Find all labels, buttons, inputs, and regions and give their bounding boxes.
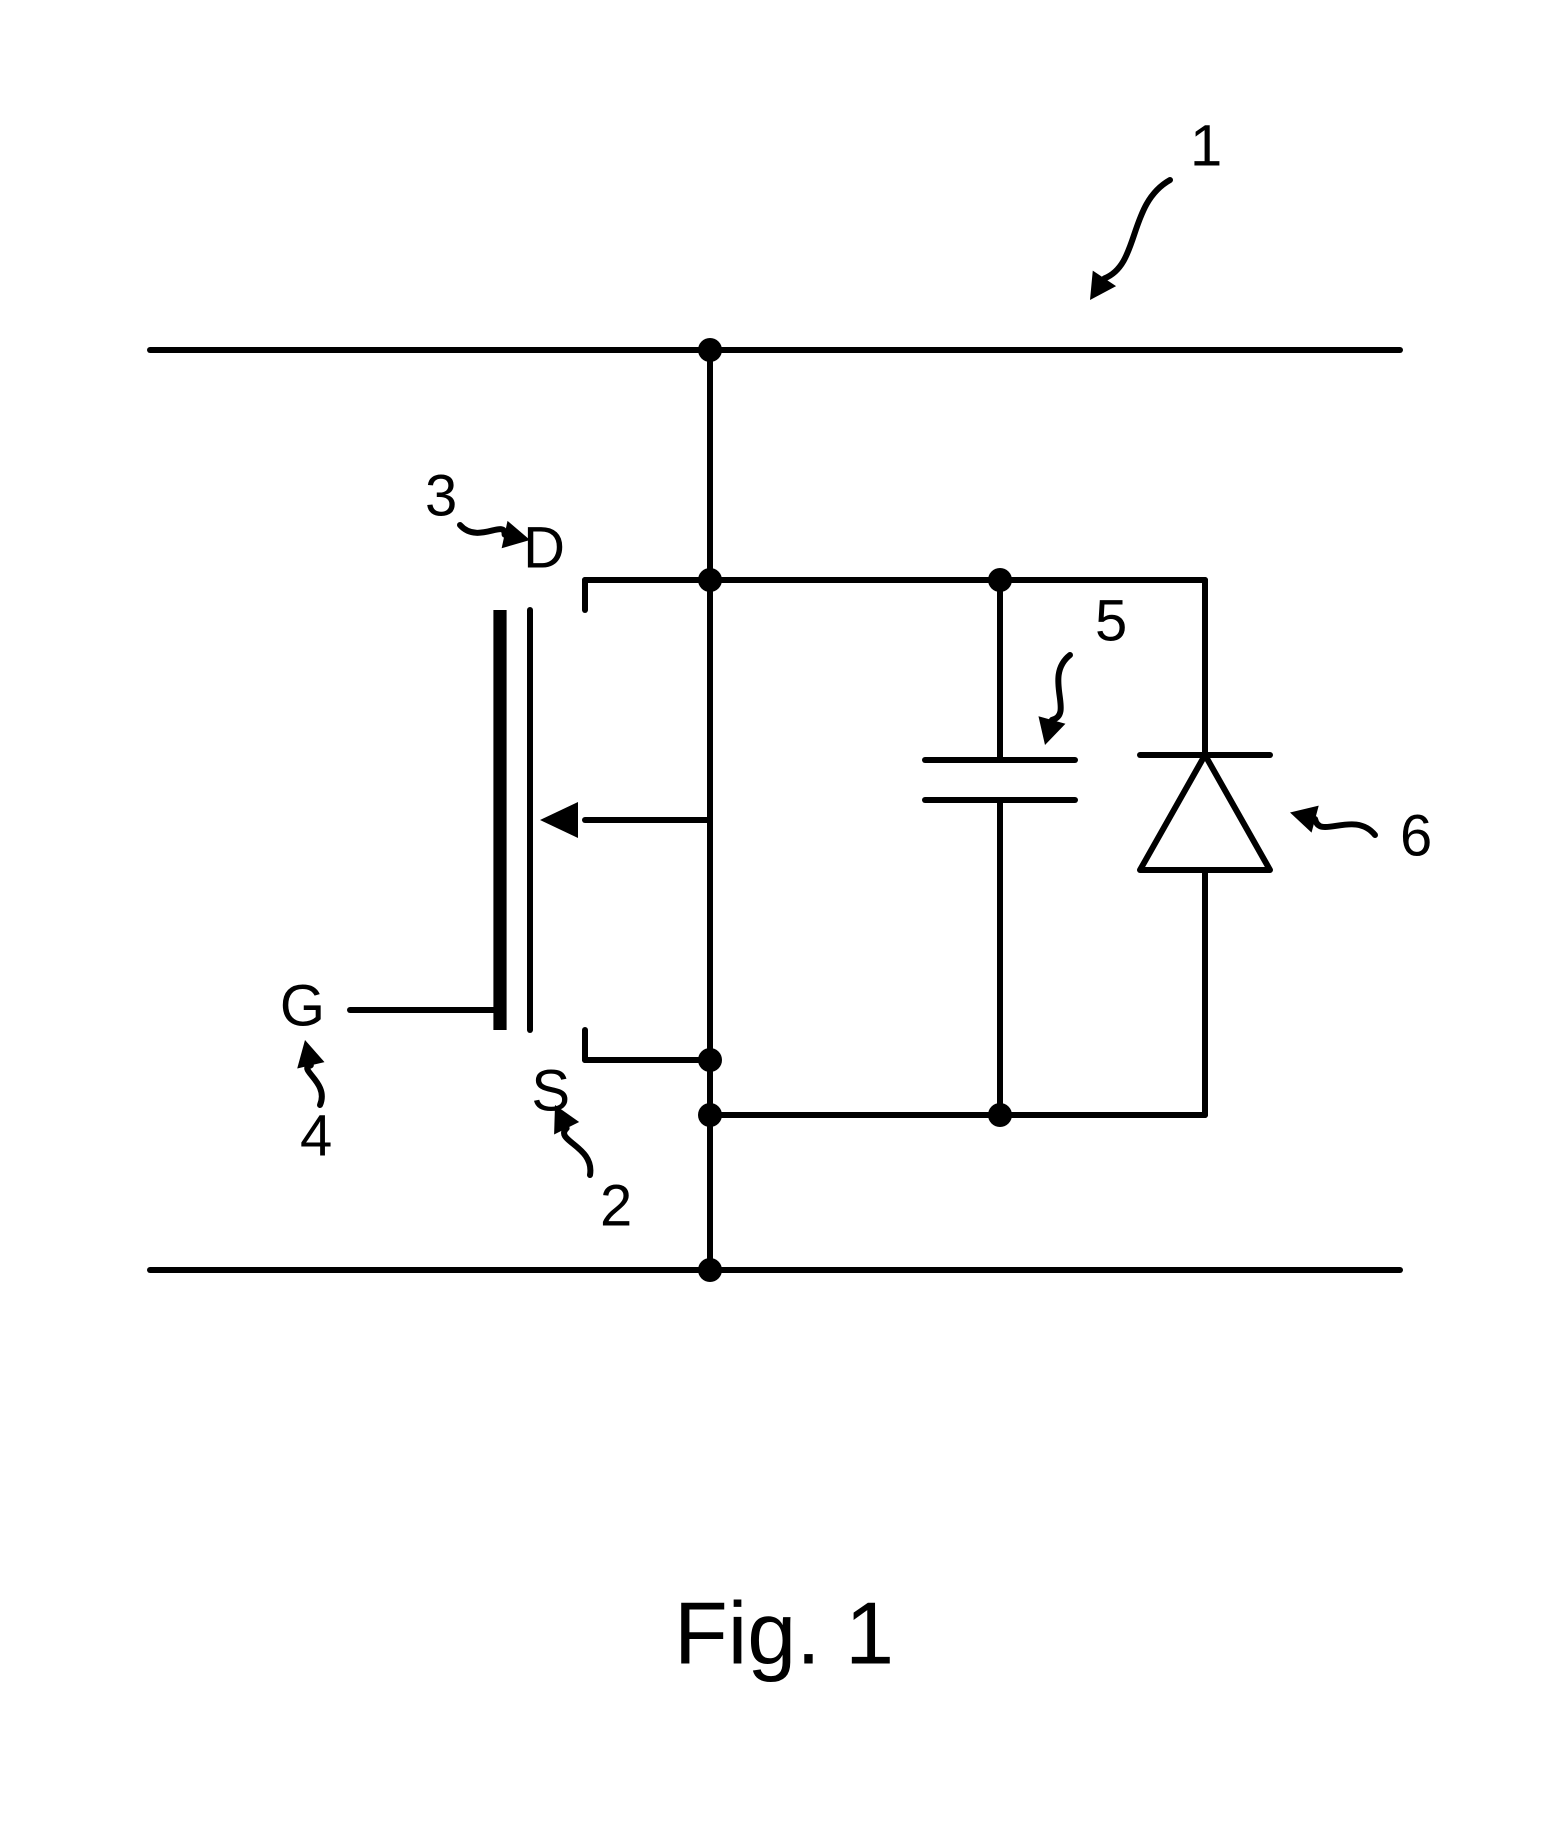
circuit-schematic: DSG135642Fig. 1 — [0, 0, 1568, 1833]
svg-text:4: 4 — [300, 1103, 332, 1168]
svg-text:1: 1 — [1190, 113, 1222, 178]
svg-text:3: 3 — [425, 463, 457, 528]
svg-text:Fig. 1: Fig. 1 — [674, 1583, 894, 1682]
svg-text:2: 2 — [600, 1173, 632, 1238]
svg-text:D: D — [523, 515, 565, 580]
svg-text:5: 5 — [1095, 588, 1127, 653]
svg-text:6: 6 — [1400, 803, 1432, 868]
svg-text:G: G — [280, 973, 325, 1038]
